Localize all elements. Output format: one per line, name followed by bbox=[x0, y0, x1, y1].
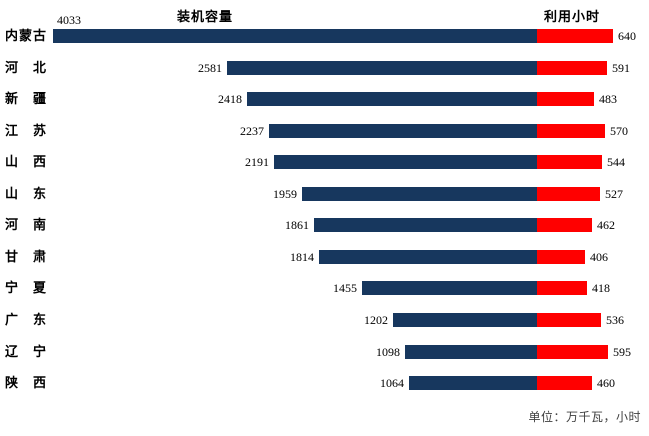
capacity-value-label: 1814 bbox=[290, 250, 314, 264]
category-label: 山西 bbox=[5, 155, 46, 169]
capacity-bar bbox=[269, 124, 537, 138]
hours-value-label: 640 bbox=[618, 29, 636, 43]
category-label-char: 东 bbox=[32, 186, 46, 201]
capacity-value-label: 2191 bbox=[245, 155, 269, 169]
category-label-char: 新 bbox=[5, 91, 19, 106]
category-label-char: 宁 bbox=[32, 344, 46, 359]
hours-value-label: 595 bbox=[613, 345, 631, 359]
hours-bar bbox=[537, 61, 607, 75]
category-label-char: 河 bbox=[5, 60, 19, 75]
capacity-value-label: 1098 bbox=[376, 345, 400, 359]
category-label: 新疆 bbox=[5, 92, 46, 106]
left-series-title: 装机容量 bbox=[176, 9, 233, 24]
hours-bar bbox=[537, 92, 594, 106]
category-label-char: 内 bbox=[5, 28, 19, 43]
unit-note: 单位：万千瓦，小时 bbox=[528, 410, 641, 424]
category-label-char: 南 bbox=[32, 217, 46, 232]
hours-bar bbox=[537, 345, 608, 359]
capacity-bar bbox=[227, 61, 537, 75]
hours-value-label: 536 bbox=[606, 313, 624, 327]
category-label-char: 苏 bbox=[32, 123, 46, 138]
capacity-value-label: 4033 bbox=[57, 13, 81, 27]
category-label: 广东 bbox=[5, 313, 46, 327]
capacity-bar bbox=[53, 29, 537, 43]
hours-value-label: 527 bbox=[605, 187, 623, 201]
category-label: 辽宁 bbox=[5, 345, 46, 359]
hours-bar bbox=[537, 187, 600, 201]
category-label: 陕西 bbox=[5, 376, 46, 390]
hours-value-label: 462 bbox=[597, 218, 615, 232]
category-label: 江苏 bbox=[5, 124, 46, 138]
hours-bar bbox=[537, 250, 585, 264]
hours-value-label: 544 bbox=[607, 155, 625, 169]
hours-bar bbox=[537, 218, 592, 232]
category-label-char: 河 bbox=[5, 217, 19, 232]
capacity-value-label: 1455 bbox=[333, 281, 357, 295]
hours-bar bbox=[537, 281, 587, 295]
category-label-char: 西 bbox=[32, 375, 46, 390]
capacity-bar bbox=[247, 92, 537, 106]
category-label-char: 蒙 bbox=[18, 28, 32, 43]
capacity-value-label: 1861 bbox=[285, 218, 309, 232]
capacity-value-label: 1202 bbox=[364, 313, 388, 327]
capacity-value-label: 2418 bbox=[218, 92, 242, 106]
hours-value-label: 406 bbox=[590, 250, 608, 264]
category-label-char: 夏 bbox=[32, 280, 46, 295]
category-label-char: 古 bbox=[32, 28, 46, 43]
hours-bar bbox=[537, 155, 602, 169]
capacity-value-label: 2581 bbox=[198, 61, 222, 75]
hours-value-label: 483 bbox=[599, 92, 617, 106]
capacity-bar bbox=[302, 187, 537, 201]
category-label-char: 甘 bbox=[5, 249, 19, 264]
capacity-bar bbox=[405, 345, 537, 359]
category-label: 河北 bbox=[5, 61, 46, 75]
capacity-bar bbox=[314, 218, 537, 232]
category-label-char: 肃 bbox=[32, 249, 46, 264]
capacity-bar bbox=[393, 313, 537, 327]
hours-bar bbox=[537, 124, 605, 138]
category-label-char: 宁 bbox=[5, 280, 19, 295]
category-label-char: 疆 bbox=[32, 91, 46, 106]
capacity-value-label: 1064 bbox=[380, 376, 404, 390]
hours-value-label: 570 bbox=[610, 124, 628, 138]
capacity-bar bbox=[274, 155, 537, 169]
category-label-char: 陕 bbox=[5, 375, 19, 390]
capacity-bar bbox=[409, 376, 537, 390]
category-label: 山东 bbox=[5, 187, 46, 201]
capacity-value-label: 1959 bbox=[273, 187, 297, 201]
category-label-char: 广 bbox=[5, 312, 19, 327]
category-label-char: 辽 bbox=[5, 344, 19, 359]
category-label-char: 西 bbox=[32, 154, 46, 169]
hours-bar bbox=[537, 376, 592, 390]
category-label: 甘肃 bbox=[5, 250, 46, 264]
capacity-value-label: 2237 bbox=[240, 124, 264, 138]
category-label-char: 东 bbox=[32, 312, 46, 327]
category-label: 河南 bbox=[5, 218, 46, 232]
category-label: 内蒙古 bbox=[5, 29, 46, 43]
hours-bar bbox=[537, 313, 601, 327]
category-label-char: 山 bbox=[5, 186, 19, 201]
hours-value-label: 460 bbox=[597, 376, 615, 390]
right-series-title: 利用小时 bbox=[543, 9, 600, 24]
capacity-bar bbox=[319, 250, 537, 264]
hours-bar bbox=[537, 29, 613, 43]
category-label-char: 江 bbox=[5, 123, 19, 138]
category-label-char: 山 bbox=[5, 154, 19, 169]
capacity-bar bbox=[362, 281, 537, 295]
category-label: 宁夏 bbox=[5, 281, 46, 295]
hours-value-label: 418 bbox=[592, 281, 610, 295]
category-label-char: 北 bbox=[32, 60, 46, 75]
hours-value-label: 591 bbox=[612, 61, 630, 75]
